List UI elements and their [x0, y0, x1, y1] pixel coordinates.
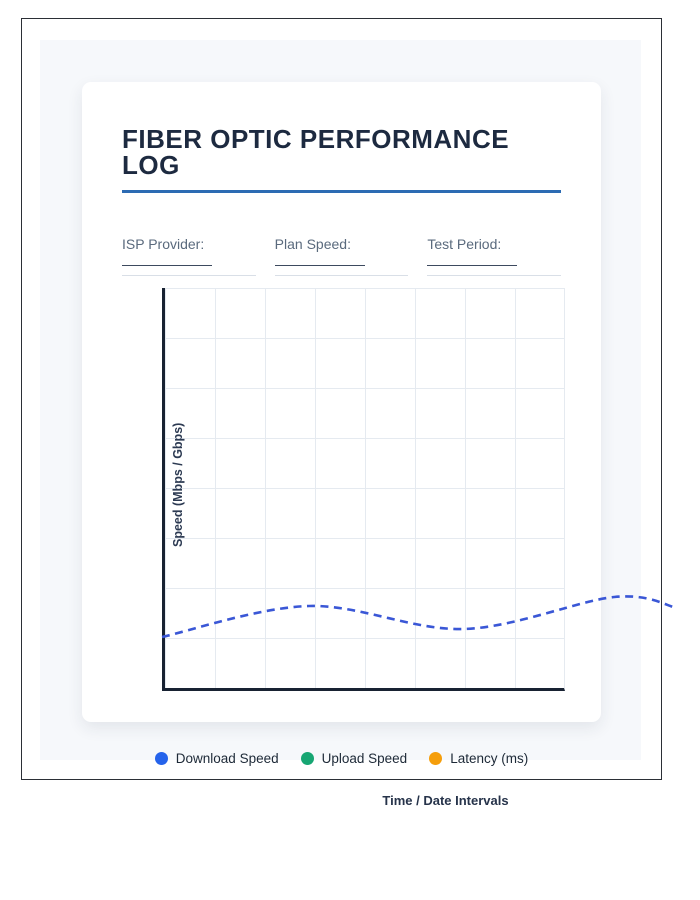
page-title: FIBER OPTIC PERFORMANCE LOG	[122, 124, 510, 180]
legend-label-upload-speed: Upload Speed	[321, 750, 408, 766]
field-label-plan-speed: Plan Speed:	[274, 235, 351, 252]
performance-chart: Speed (Mbps / Gbps)	[162, 288, 565, 691]
field-blank-isp-provider[interactable]	[122, 264, 212, 266]
field-blank-test-period[interactable]	[427, 264, 518, 266]
legend-item-download-speed: Download Speed	[154, 750, 279, 766]
download-speed-dot-icon	[154, 751, 168, 765]
title-underline	[122, 190, 561, 193]
y-axis-label: Speed (Mbps / Gbps)	[171, 422, 185, 548]
field-label-test-period: Test Period:	[427, 235, 502, 252]
latency-dot-icon	[429, 751, 443, 765]
field-label-isp-provider: ISP Provider:	[122, 235, 205, 252]
legend-label-download-speed: Download Speed	[175, 750, 279, 766]
form-fields-row: ISP Provider: Plan Speed: Test Period:	[122, 235, 562, 276]
field-test-period: Test Period:	[427, 235, 562, 276]
field-plan-speed: Plan Speed:	[274, 235, 409, 276]
legend-item-latency: Latency (ms)	[429, 751, 528, 766]
x-axis-label: Time / Date Intervals	[382, 793, 509, 808]
upload-speed-dot-icon	[300, 751, 314, 765]
legend-item-upload-speed: Upload Speed	[300, 750, 408, 766]
field-isp-provider: ISP Provider:	[122, 236, 256, 276]
legend-label-latency: Latency (ms)	[450, 750, 529, 766]
chart-plot-area: Speed (Mbps / Gbps)	[162, 288, 565, 691]
log-card: FIBER OPTIC PERFORMANCE LOG ISP Provider…	[82, 82, 601, 808]
field-blank-plan-speed[interactable]	[274, 264, 365, 266]
chart-legend: Download Speed Upload Speed Latency (ms)	[21, 745, 662, 771]
